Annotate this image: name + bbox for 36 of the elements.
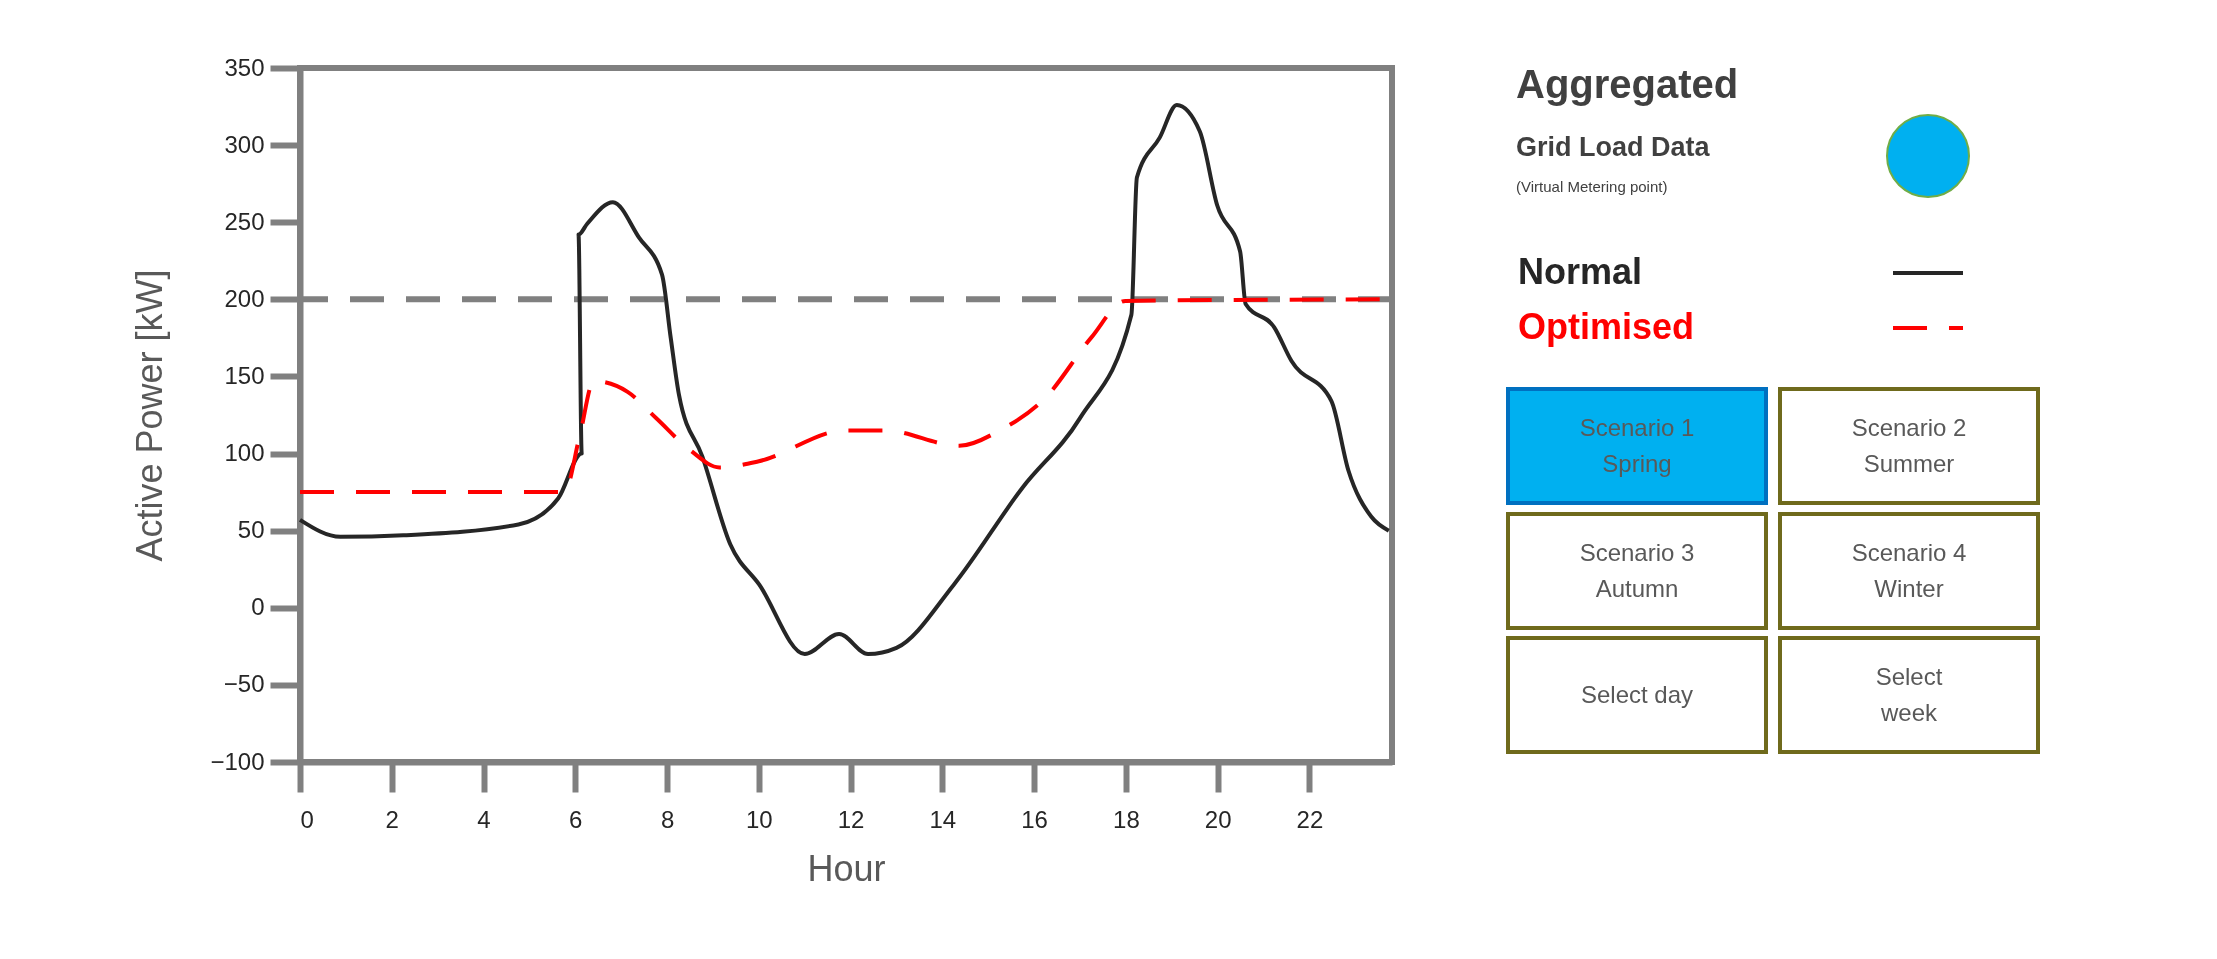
text: Normal <box>1518 251 1643 292</box>
y-tick-label: 200 <box>224 284 265 312</box>
text: (Virtual Metering point) <box>1516 178 1668 195</box>
x-tick-label: 22 <box>1296 805 1324 833</box>
y-tick-label: 100 <box>224 439 265 467</box>
text: Scenario 3 Autumn <box>1578 538 1696 604</box>
y-axis-title: Active Power [kW] <box>129 269 171 562</box>
x-tick-label: 6 <box>569 805 583 833</box>
x-tick-label: 14 <box>929 805 957 833</box>
y-tick-label: 150 <box>224 361 265 389</box>
x-tick-label: 18 <box>1113 805 1140 833</box>
y-tick-label: −100 <box>210 747 265 775</box>
x-tick-label: 16 <box>1021 805 1048 833</box>
line-series <box>298 103 1391 657</box>
y-tick-label: 350 <box>224 53 265 81</box>
y-tick-label: −50 <box>223 670 265 698</box>
text: Optimised <box>1518 306 1695 347</box>
x-tick-label: 12 <box>837 805 865 833</box>
text: Grid Load Data <box>1516 132 1710 163</box>
x-tick-label: 8 <box>660 805 675 833</box>
x-tick-label: 4 <box>477 805 491 833</box>
y-tick-label: 250 <box>224 207 265 235</box>
text: Aggregated <box>1516 62 1739 107</box>
text: Select week <box>1874 662 1944 728</box>
text: Scenario 1 Spring <box>1578 413 1696 479</box>
y-tick-label: 0 <box>251 593 265 621</box>
x-axis-title: Hour <box>807 847 886 889</box>
text: Scenario 4 Winter <box>1850 538 1968 604</box>
x-tick-label: 2 <box>385 805 399 833</box>
x-tick-label: 0 <box>300 805 314 833</box>
y-tick-label: 50 <box>237 516 265 544</box>
text: Scenario 2 Summer <box>1850 413 1968 479</box>
y-tick-label: 300 <box>224 130 265 158</box>
text: Select day <box>1580 680 1694 710</box>
x-tick-label: 10 <box>745 805 773 833</box>
x-tick-label: 20 <box>1204 805 1232 833</box>
